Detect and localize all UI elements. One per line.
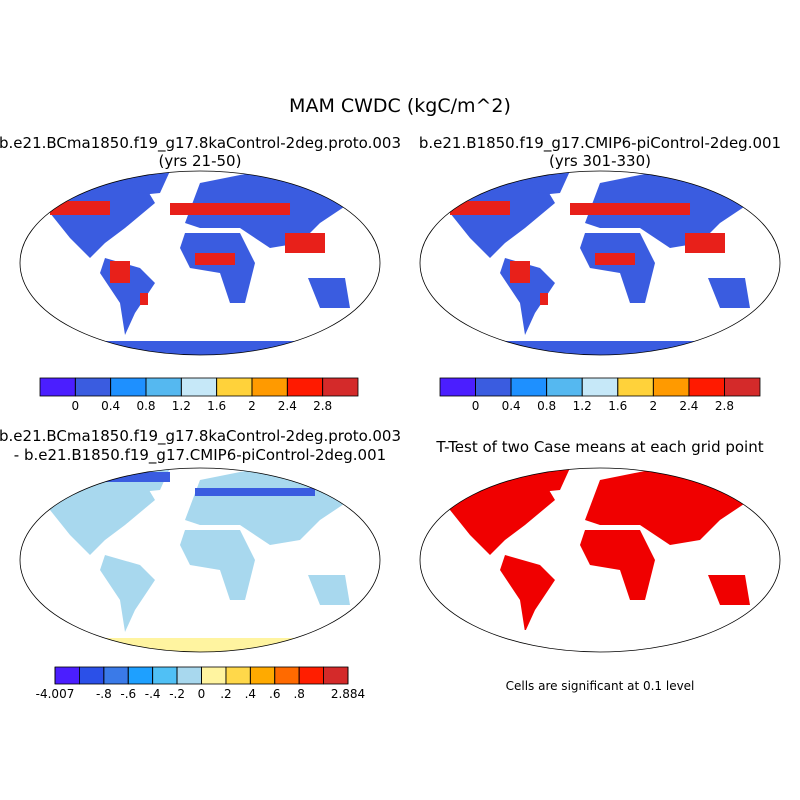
colorbar-box [145,377,182,397]
colorbar-box [323,666,349,685]
colorbar-box [225,666,251,685]
colorbar-box [322,377,359,397]
colorbar-label: .8 [293,687,304,701]
colorbar-label: -4.007 [36,687,75,701]
colorbar-box [298,666,324,685]
colorbar-box [249,666,276,685]
panel-title: (yrs 301-330) [549,152,651,170]
colorbar-label: -.6 [120,687,136,701]
colorbar-label: -.2 [169,687,185,701]
map-panel-3 [19,467,381,653]
colorbar-box [39,377,76,397]
colorbar-box [475,377,512,397]
colorbar-box [439,377,476,397]
map-panel-1 [19,170,381,356]
map-panel-4 [419,467,781,653]
colorbar-box [74,377,112,397]
panel-title: T-Test of two Case means at each grid po… [435,438,763,456]
note: Cells are significant at 0.1 level [506,679,695,693]
colorbar-label: 0.8 [136,399,155,413]
colorbar-box [581,377,619,397]
panel-title: b.e21.BCma1850.f19_g17.8kaControl-2deg.p… [0,427,401,446]
colorbar-box [546,377,583,397]
colorbar-box [110,377,147,397]
colorbar-label: 0.4 [502,399,521,413]
colorbar-label: 1.2 [172,399,191,413]
colorbar-label: 2.8 [313,399,332,413]
colorbar-box [152,666,178,685]
colorbar-label: 2 [650,399,658,413]
colorbar-label: 1.2 [573,399,592,413]
colorbar-label: 2.4 [278,399,297,413]
colorbar-label: 0 [472,399,480,413]
colorbar-box [251,377,288,397]
main-title: MAM CWDC (kgC/m^2) [289,95,511,117]
map-panel-2 [419,170,781,356]
colorbar-label: 0.8 [537,399,556,413]
colorbar-box [216,377,253,397]
colorbar-label: .2 [220,687,231,701]
colorbar-box [510,377,548,397]
panel-title: b.e21.BCma1850.f19_g17.8kaControl-2deg.p… [0,134,401,153]
colorbar-box [274,666,300,685]
colorbar-label: 0 [198,687,206,701]
colorbar-label: -.8 [96,687,112,701]
colorbar-box [201,666,227,685]
panel-title: (yrs 21-50) [159,152,242,170]
colorbar-box [54,666,80,685]
panel-title: b.e21.B1850.f19_g17.CMIP6-piControl-2deg… [419,134,781,153]
colorbar-label: -.4 [145,687,161,701]
colorbar-box [652,377,690,397]
panel-title: - b.e21.B1850.f19_g17.CMIP6-piControl-2d… [14,446,386,465]
colorbar-label: 2.8 [715,399,734,413]
colorbar-label: 0.4 [101,399,120,413]
colorbar-label: .4 [245,687,256,701]
colorbar-box [180,377,218,397]
colorbar-label: 2.884 [331,687,365,701]
colorbar-label: 1.6 [207,399,226,413]
colorbar-box [286,377,324,397]
colorbar-box [79,666,105,685]
colorbar-label: 2 [248,399,256,413]
colorbar-box [127,666,154,685]
colorbar-box [103,666,129,685]
colorbar-box [724,377,761,397]
colorbar-label: .6 [269,687,280,701]
colorbar-label: 2.4 [679,399,698,413]
colorbar-label: 0 [72,399,80,413]
colorbar-label: 1.6 [608,399,627,413]
colorbar-box [617,377,654,397]
colorbar-box [688,377,725,397]
colorbar-box [176,666,202,685]
